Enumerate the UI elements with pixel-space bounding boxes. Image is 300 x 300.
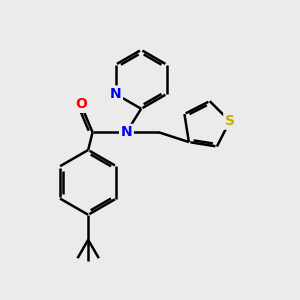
Text: N: N bbox=[110, 87, 122, 101]
Text: S: S bbox=[225, 114, 235, 128]
Text: O: O bbox=[75, 98, 87, 111]
Text: N: N bbox=[121, 125, 132, 139]
